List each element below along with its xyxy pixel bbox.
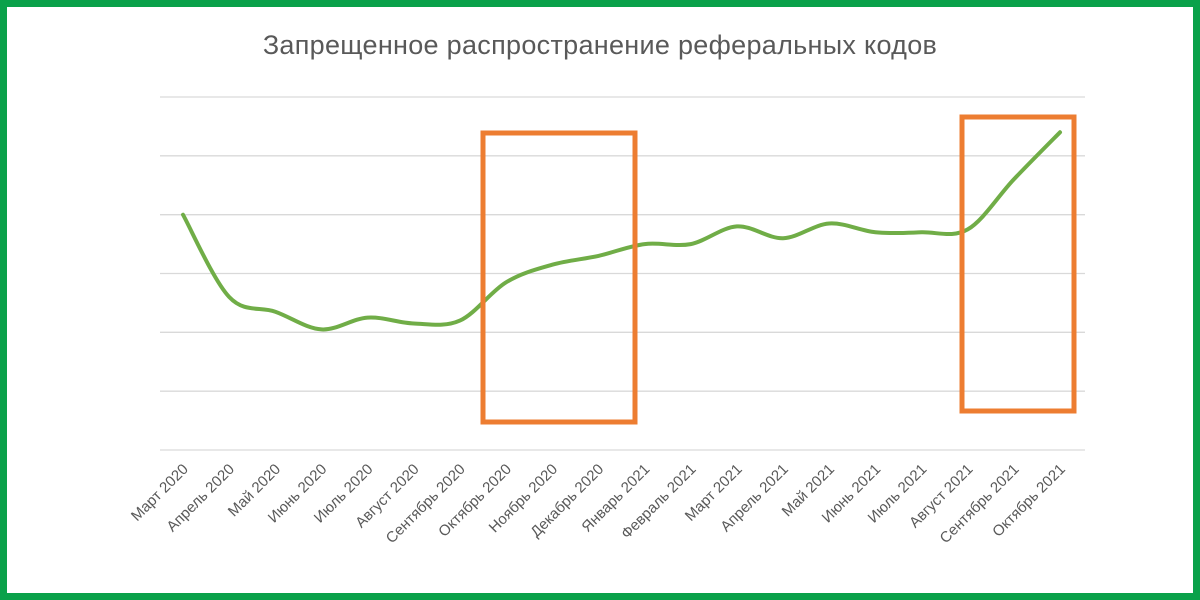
x-tick-label: Сентябрь 2020	[383, 461, 469, 547]
series-line	[181, 130, 1062, 332]
highlight-box	[959, 114, 1077, 414]
chart-title: Запрещенное распространение реферальных …	[262, 30, 938, 60]
x-tick-label: Сентябрь 2021	[937, 461, 1023, 547]
highlight-box	[480, 130, 638, 425]
